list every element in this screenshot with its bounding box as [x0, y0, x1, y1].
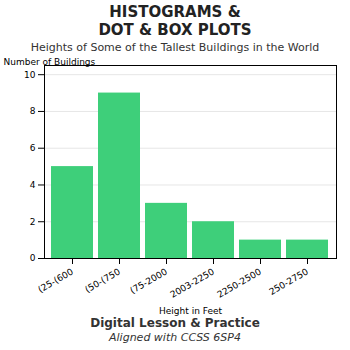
- svg-text:0: 0: [30, 253, 36, 263]
- svg-text:6: 6: [30, 143, 36, 153]
- html-text:DOT & BOX PLOTS: DOT & BOX PLOTS: [98, 21, 252, 39]
- svg-text:Number of Buildings: Number of Buildings: [3, 56, 96, 67]
- svg-text:2250-2500: 2250-2500: [215, 266, 263, 299]
- svg-text:8: 8: [30, 106, 36, 116]
- svg-text:250-2750: 250-2750: [267, 266, 310, 296]
- html-text:Heights of Some of the Tallest: Heights of Some of the Tallest Buildings…: [30, 41, 320, 54]
- svg-text:(75-2000: (75-2000: [128, 266, 169, 295]
- svg-text:(25-(600: (25-(600: [36, 266, 75, 294]
- svg-text:4: 4: [30, 180, 36, 190]
- svg-text:10: 10: [24, 69, 36, 79]
- svg-text:2: 2: [30, 216, 36, 226]
- html-text:HISTOGRAMS &: HISTOGRAMS &: [109, 3, 241, 21]
- svg-text:2003-2250: 2003-2250: [168, 266, 216, 299]
- html-text:Digital Lesson & Practice: Digital Lesson & Practice: [90, 315, 260, 330]
- svg-text:Height in Feet: Height in Feet: [159, 305, 222, 315]
- html-text:Aligned with CCSS 6SP4: Aligned with CCSS 6SP4: [109, 331, 241, 345]
- svg-text:(50-(750: (50-(750: [83, 266, 122, 294]
